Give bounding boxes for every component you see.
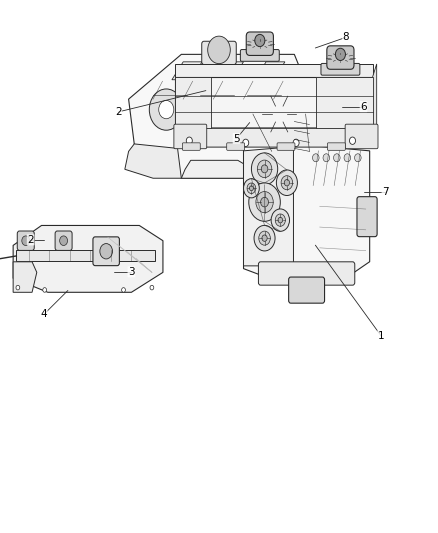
Circle shape — [261, 165, 268, 173]
Circle shape — [208, 36, 230, 63]
Circle shape — [278, 217, 283, 223]
Polygon shape — [244, 144, 370, 282]
FancyBboxPatch shape — [182, 143, 200, 150]
FancyBboxPatch shape — [174, 124, 207, 149]
Circle shape — [336, 48, 346, 60]
FancyBboxPatch shape — [328, 143, 345, 150]
Polygon shape — [13, 225, 163, 292]
Circle shape — [262, 235, 267, 241]
Polygon shape — [129, 54, 309, 178]
FancyBboxPatch shape — [258, 262, 355, 285]
Circle shape — [256, 191, 273, 213]
Text: 6: 6 — [360, 102, 367, 111]
Polygon shape — [373, 64, 377, 147]
Circle shape — [259, 231, 270, 245]
Text: 4: 4 — [40, 310, 47, 319]
Circle shape — [271, 209, 290, 231]
FancyBboxPatch shape — [240, 50, 279, 61]
Circle shape — [149, 89, 183, 130]
Circle shape — [159, 100, 174, 119]
Circle shape — [186, 137, 192, 144]
Circle shape — [281, 140, 300, 163]
Circle shape — [249, 183, 280, 221]
FancyBboxPatch shape — [55, 231, 72, 251]
Circle shape — [312, 154, 319, 162]
Polygon shape — [175, 77, 212, 128]
Circle shape — [262, 93, 296, 135]
Circle shape — [276, 170, 297, 196]
Circle shape — [254, 225, 275, 251]
Polygon shape — [316, 77, 373, 128]
Circle shape — [122, 288, 125, 292]
Circle shape — [60, 236, 67, 246]
Text: 8: 8 — [343, 33, 350, 42]
Circle shape — [247, 183, 256, 193]
Text: 1: 1 — [378, 331, 385, 341]
Polygon shape — [175, 64, 373, 77]
FancyBboxPatch shape — [277, 143, 295, 150]
Polygon shape — [181, 160, 253, 178]
Circle shape — [281, 176, 293, 190]
Polygon shape — [172, 62, 202, 80]
Text: 2: 2 — [115, 107, 122, 117]
Polygon shape — [13, 262, 37, 292]
FancyBboxPatch shape — [227, 143, 244, 150]
Polygon shape — [213, 62, 244, 80]
Polygon shape — [175, 77, 373, 128]
Circle shape — [344, 154, 350, 162]
FancyBboxPatch shape — [93, 237, 120, 265]
Circle shape — [100, 244, 113, 259]
FancyBboxPatch shape — [327, 46, 354, 69]
FancyBboxPatch shape — [357, 197, 377, 237]
Circle shape — [257, 160, 272, 177]
FancyBboxPatch shape — [17, 231, 34, 251]
Polygon shape — [16, 250, 155, 261]
Circle shape — [243, 139, 249, 147]
FancyBboxPatch shape — [289, 277, 325, 303]
Polygon shape — [255, 62, 285, 80]
Text: 3: 3 — [128, 267, 135, 277]
Polygon shape — [244, 147, 293, 266]
Circle shape — [251, 153, 278, 185]
Text: 7: 7 — [382, 187, 389, 197]
Circle shape — [43, 288, 46, 292]
Circle shape — [261, 197, 268, 207]
FancyBboxPatch shape — [321, 63, 360, 75]
Circle shape — [244, 179, 259, 198]
Circle shape — [350, 137, 356, 144]
Circle shape — [275, 214, 286, 227]
Polygon shape — [175, 128, 377, 147]
Circle shape — [293, 139, 299, 147]
Polygon shape — [125, 144, 181, 178]
Circle shape — [284, 180, 290, 186]
FancyBboxPatch shape — [345, 124, 378, 149]
Circle shape — [249, 186, 253, 191]
Circle shape — [334, 154, 340, 162]
Circle shape — [255, 35, 265, 47]
Circle shape — [272, 128, 309, 174]
Circle shape — [150, 285, 154, 290]
Circle shape — [323, 154, 330, 162]
FancyBboxPatch shape — [246, 32, 273, 55]
Circle shape — [22, 236, 30, 246]
Circle shape — [354, 154, 361, 162]
Text: 2: 2 — [27, 235, 34, 245]
Circle shape — [272, 105, 287, 123]
FancyBboxPatch shape — [202, 41, 236, 64]
Text: 5: 5 — [233, 134, 240, 143]
Circle shape — [16, 285, 20, 290]
Circle shape — [253, 82, 306, 146]
